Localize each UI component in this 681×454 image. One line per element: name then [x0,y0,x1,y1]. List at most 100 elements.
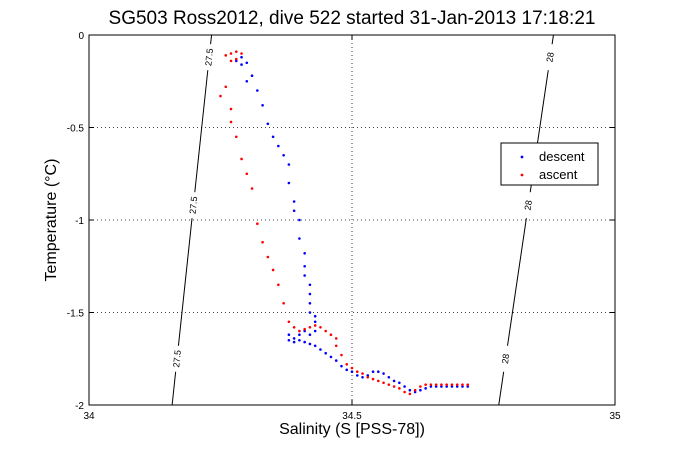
ascent-point [219,94,222,98]
descent-point [366,374,370,377]
descent-point [308,333,312,337]
descent-point [256,89,259,92]
descent-point [313,320,317,324]
descent-point [419,388,422,392]
ascent-point [429,383,433,386]
ascent-point [361,372,364,375]
descent-point [382,372,385,375]
ascent-point [298,329,301,333]
contour-label-bg [203,44,216,71]
descent-point [313,329,317,333]
ascent-point [377,379,380,383]
x-tick-label: 34.5 [342,411,362,422]
legend-label-ascent: ascent [539,167,578,182]
descent-point [303,264,306,268]
descent-point [271,135,275,139]
descent-point [308,283,312,287]
descent-point [319,348,322,351]
y-tick-label: -0.5 [67,124,85,135]
axis-ticks: 34 34.5 35 -2 -1.5 -1 -0.5 0 [67,31,621,422]
descent-point [308,342,312,346]
descent-point [413,390,417,394]
ascent-point [382,381,385,385]
density-contours: 27.5 27.5 27.5 28 28 28 [171,34,557,406]
descent-point [277,144,280,148]
descent-point [313,344,317,348]
ascent-point [224,54,228,57]
descent-point [298,338,301,342]
ascent-point [303,327,306,331]
ascent-point [392,385,396,388]
descent-point [303,329,306,333]
x-tick-label: 34 [83,411,95,422]
descent-point [345,368,349,372]
ascent-point [424,383,427,386]
ascent-point [413,388,417,392]
ascent-point [261,240,264,244]
ascent-point [229,59,233,63]
descent-point [240,63,243,66]
descent-point [461,385,464,388]
descent-point [377,370,380,374]
ascent-point [240,157,243,161]
contour-label: 27.5 [203,48,215,66]
y-tick-label: -2 [75,401,84,412]
descent-point [303,274,306,277]
contour-label: 27.5 [188,196,200,214]
contour-label-bg [187,192,200,219]
descent-point [261,104,264,107]
descent-point [287,338,291,342]
ascent-point [240,52,243,55]
ascent-point [371,377,375,381]
ascent-point [277,283,280,287]
descent-point [292,200,296,203]
x-axis-label: Salinity (S [PSS-78]) [279,421,425,438]
ascent-point [229,120,233,124]
y-axis-label: Temperature (°C) [43,159,60,282]
contour-label: 27.5 [171,350,183,368]
chart-title: SG503 Ross2012, dive 522 started 31-Jan-… [109,8,596,29]
descent-point [245,79,249,83]
ascent-point [308,326,312,329]
descent-point [303,340,306,344]
ascent-point [234,135,238,139]
descent-point [298,218,301,222]
descent-point [292,337,296,340]
ascent-point [234,57,238,61]
ascent-point [266,255,270,259]
legend-label-descent: descent [539,149,585,164]
ascent-point [224,85,228,89]
ascent-point [329,333,333,337]
descent-point [292,340,296,344]
ascent-point [271,268,275,272]
ascent-point [445,383,448,386]
ascent-point [403,390,406,394]
ascent-point [229,107,233,111]
ascent-point [466,383,470,386]
ascent-point [387,383,391,386]
ascent-point [287,320,291,324]
descent-point [371,370,375,374]
ascent-point [345,363,349,366]
descent-point [287,181,291,185]
descent-point [245,61,249,65]
descent-point [292,209,296,213]
descent-point [355,374,359,377]
data-points [219,50,470,396]
descent-point [392,379,396,383]
descent-point [445,385,448,388]
ascent-point [419,385,422,388]
contour-label-bg [171,345,184,372]
ascent-point [319,326,322,329]
contour-line [498,34,554,406]
y-tick-label: -1 [75,216,84,227]
ascent-point [350,366,354,370]
descent-point [350,370,354,374]
descent-point [234,59,238,63]
ascent-point [334,337,338,340]
descent-point [324,351,328,355]
ascent-point [234,50,238,53]
contour-label: 28 [544,52,555,63]
descent-point [240,55,243,59]
